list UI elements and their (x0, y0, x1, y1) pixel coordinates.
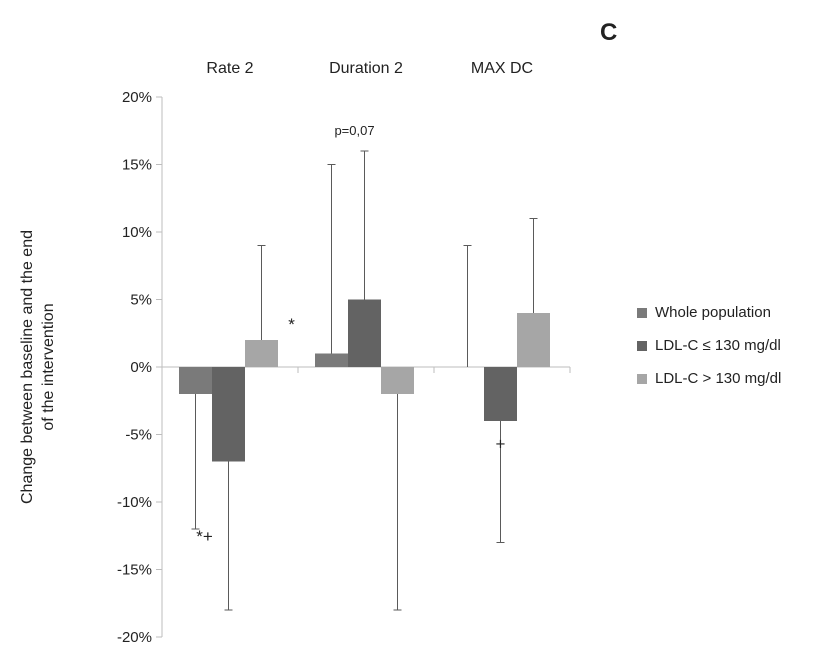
y-tick-label: 5% (130, 292, 152, 309)
legend: Whole population LDL-C ≤ 130 mg/dl LDL-C >… (637, 304, 781, 387)
y-tick-label: -10% (117, 494, 152, 511)
y-axis-label: Change between baseline and the end of th… (19, 230, 57, 504)
panel-label: C (600, 19, 617, 46)
y-tick-label: -5% (125, 427, 152, 444)
annotation: * (288, 315, 295, 334)
category-label: MAX DC (471, 60, 533, 77)
y-tick-label: -15% (117, 562, 152, 579)
bar (348, 299, 381, 367)
y-tick-label: 10% (122, 224, 152, 241)
bar (517, 313, 550, 367)
category-label: Rate 2 (206, 60, 253, 77)
bar (212, 367, 245, 462)
bar (381, 367, 414, 394)
axes: 20% 15% 10% 5% 0% -5% -10% -15% -20% Rate 2 Durati… (117, 60, 571, 646)
y-tick-label: 15% (122, 157, 152, 174)
annotation: *+ (196, 527, 213, 546)
legend-label: LDL-C > 130 mg/dl (655, 370, 781, 387)
annotation: p=0,07 (334, 123, 374, 138)
legend-swatch (637, 341, 647, 351)
legend-label: Whole population (655, 304, 771, 321)
annotations: * *+ p=0,07 + (196, 123, 505, 546)
bar (245, 340, 278, 367)
y-tick-label: 20% (122, 89, 152, 106)
category-label: Duration 2 (329, 60, 403, 77)
error-bars (191, 150, 538, 611)
y-tick-label: 0% (130, 359, 152, 376)
bars (179, 299, 550, 462)
legend-label: LDL-C ≤ 130 mg/dl (655, 337, 781, 354)
y-axis-label-line: of the intervention (40, 303, 57, 430)
bar (484, 367, 517, 421)
bar (179, 367, 212, 394)
y-tick-label: -20% (117, 629, 152, 646)
legend-swatch (637, 308, 647, 318)
legend-swatch (637, 374, 647, 384)
annotation: + (496, 434, 506, 453)
y-axis-label-line: Change between baseline and the end (19, 230, 36, 504)
bar (315, 353, 348, 367)
